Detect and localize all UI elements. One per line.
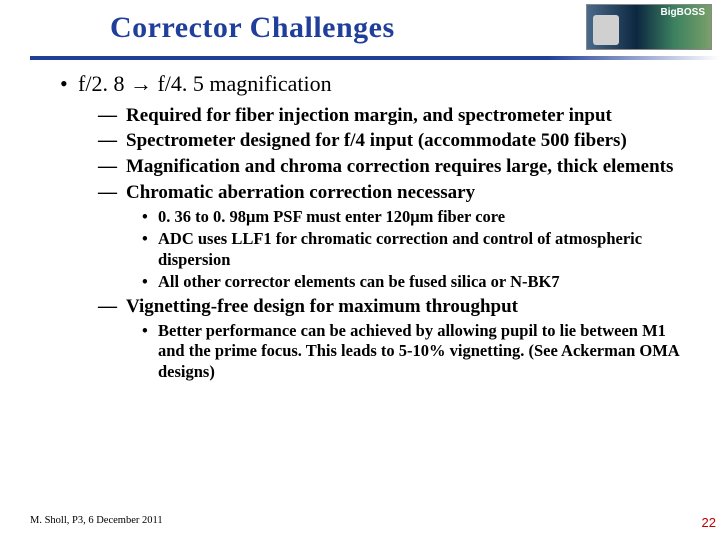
slide-body: f/2. 8 → f/4. 5 magnification Required f… — [60, 70, 692, 385]
slide-title: Corrector Challenges — [110, 11, 395, 45]
slide: Corrector Challenges BigBOSS f/2. 8 → f/… — [0, 0, 720, 540]
footer-author-date: M. Sholl, P3, 6 December 2011 — [30, 515, 163, 526]
heading-post: f/4. 5 magnification — [152, 71, 332, 96]
sub-sub-bullet: All other corrector elements can be fuse… — [60, 272, 692, 293]
logo-text: BigBOSS — [661, 7, 705, 18]
sub-sub-bullet: ADC uses LLF1 for chromatic correction a… — [60, 229, 692, 270]
bigboss-logo: BigBOSS — [586, 4, 712, 50]
sub-bullet: Magnification and chroma correction requ… — [60, 155, 692, 179]
arrow-icon: → — [130, 71, 152, 96]
sub-bullet: Chromatic aberration correction necessar… — [60, 181, 692, 205]
page-number: 22 — [702, 515, 716, 530]
title-row: Corrector Challenges BigBOSS — [0, 0, 720, 56]
sub-sub-bullet: Better performance can be achieved by al… — [60, 321, 692, 383]
sub-bullet: Spectrometer designed for f/4 input (acc… — [60, 129, 692, 153]
sub-sub-bullet: 0. 36 to 0. 98μm PSF must enter 120μm fi… — [60, 207, 692, 228]
sub-bullet: Required for fiber injection margin, and… — [60, 104, 692, 128]
telescope-icon — [593, 15, 619, 45]
heading-pre: f/2. 8 — [78, 71, 130, 96]
bullet-heading: f/2. 8 → f/4. 5 magnification — [60, 70, 692, 98]
sub-bullet: Vignetting-free design for maximum throu… — [60, 295, 692, 319]
title-underline — [30, 56, 720, 60]
